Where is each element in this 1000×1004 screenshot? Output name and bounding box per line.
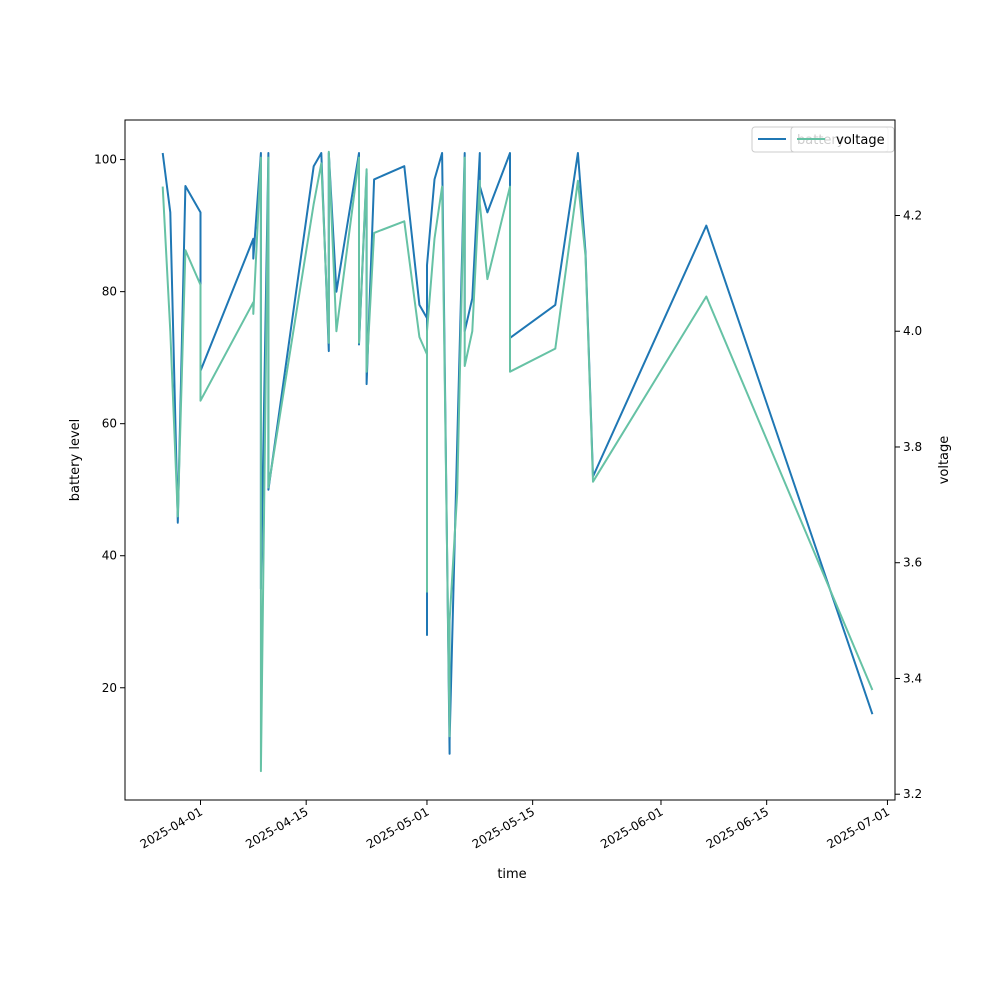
right-y-tick-label: 4.0 — [903, 324, 922, 338]
right-y-axis-title: voltage — [937, 436, 952, 485]
legend-voltage-box — [790, 126, 895, 153]
legend-voltage: voltage — [790, 126, 895, 153]
left-y-axis: 20 40 60 80 100 — [94, 153, 125, 695]
left-y-tick-label: 60 — [102, 417, 117, 431]
right-y-tick-label: 3.2 — [903, 787, 922, 801]
left-y-axis-title: battery level — [68, 419, 83, 502]
x-tick-label: 2025-04-01 — [138, 804, 205, 851]
plot-frame — [124, 119, 896, 801]
left-y-tick-label: 80 — [102, 285, 117, 299]
series-layer — [161, 150, 874, 773]
x-tick-label: 2025-06-15 — [704, 804, 771, 851]
series-line-voltage — [161, 150, 874, 773]
x-axis-title: time — [497, 867, 526, 882]
left-y-tick-label: 100 — [94, 153, 117, 167]
right-y-tick-label: 3.4 — [903, 671, 922, 685]
right-y-tick-label: 4.2 — [903, 208, 922, 222]
right-y-axis: 3.2 3.4 3.6 3.8 4.0 4.2 — [895, 208, 922, 801]
series-line-battery — [161, 152, 874, 755]
x-tick-label: 2025-06-01 — [598, 804, 665, 851]
x-tick-label: 2025-05-15 — [470, 804, 537, 851]
x-tick-label: 2025-07-01 — [825, 804, 892, 851]
x-tick-label: 2025-05-01 — [364, 804, 431, 851]
left-y-tick-label: 20 — [102, 681, 117, 695]
x-tick-label: 2025-04-15 — [243, 804, 310, 851]
right-y-tick-label: 3.8 — [903, 440, 922, 454]
left-y-tick-label: 40 — [102, 549, 117, 563]
legend-voltage-label: voltage — [836, 133, 885, 148]
x-axis: 2025-04-01 2025-04-15 2025-05-01 2025-05-15… — [138, 800, 892, 851]
right-y-tick-label: 3.6 — [903, 556, 922, 570]
